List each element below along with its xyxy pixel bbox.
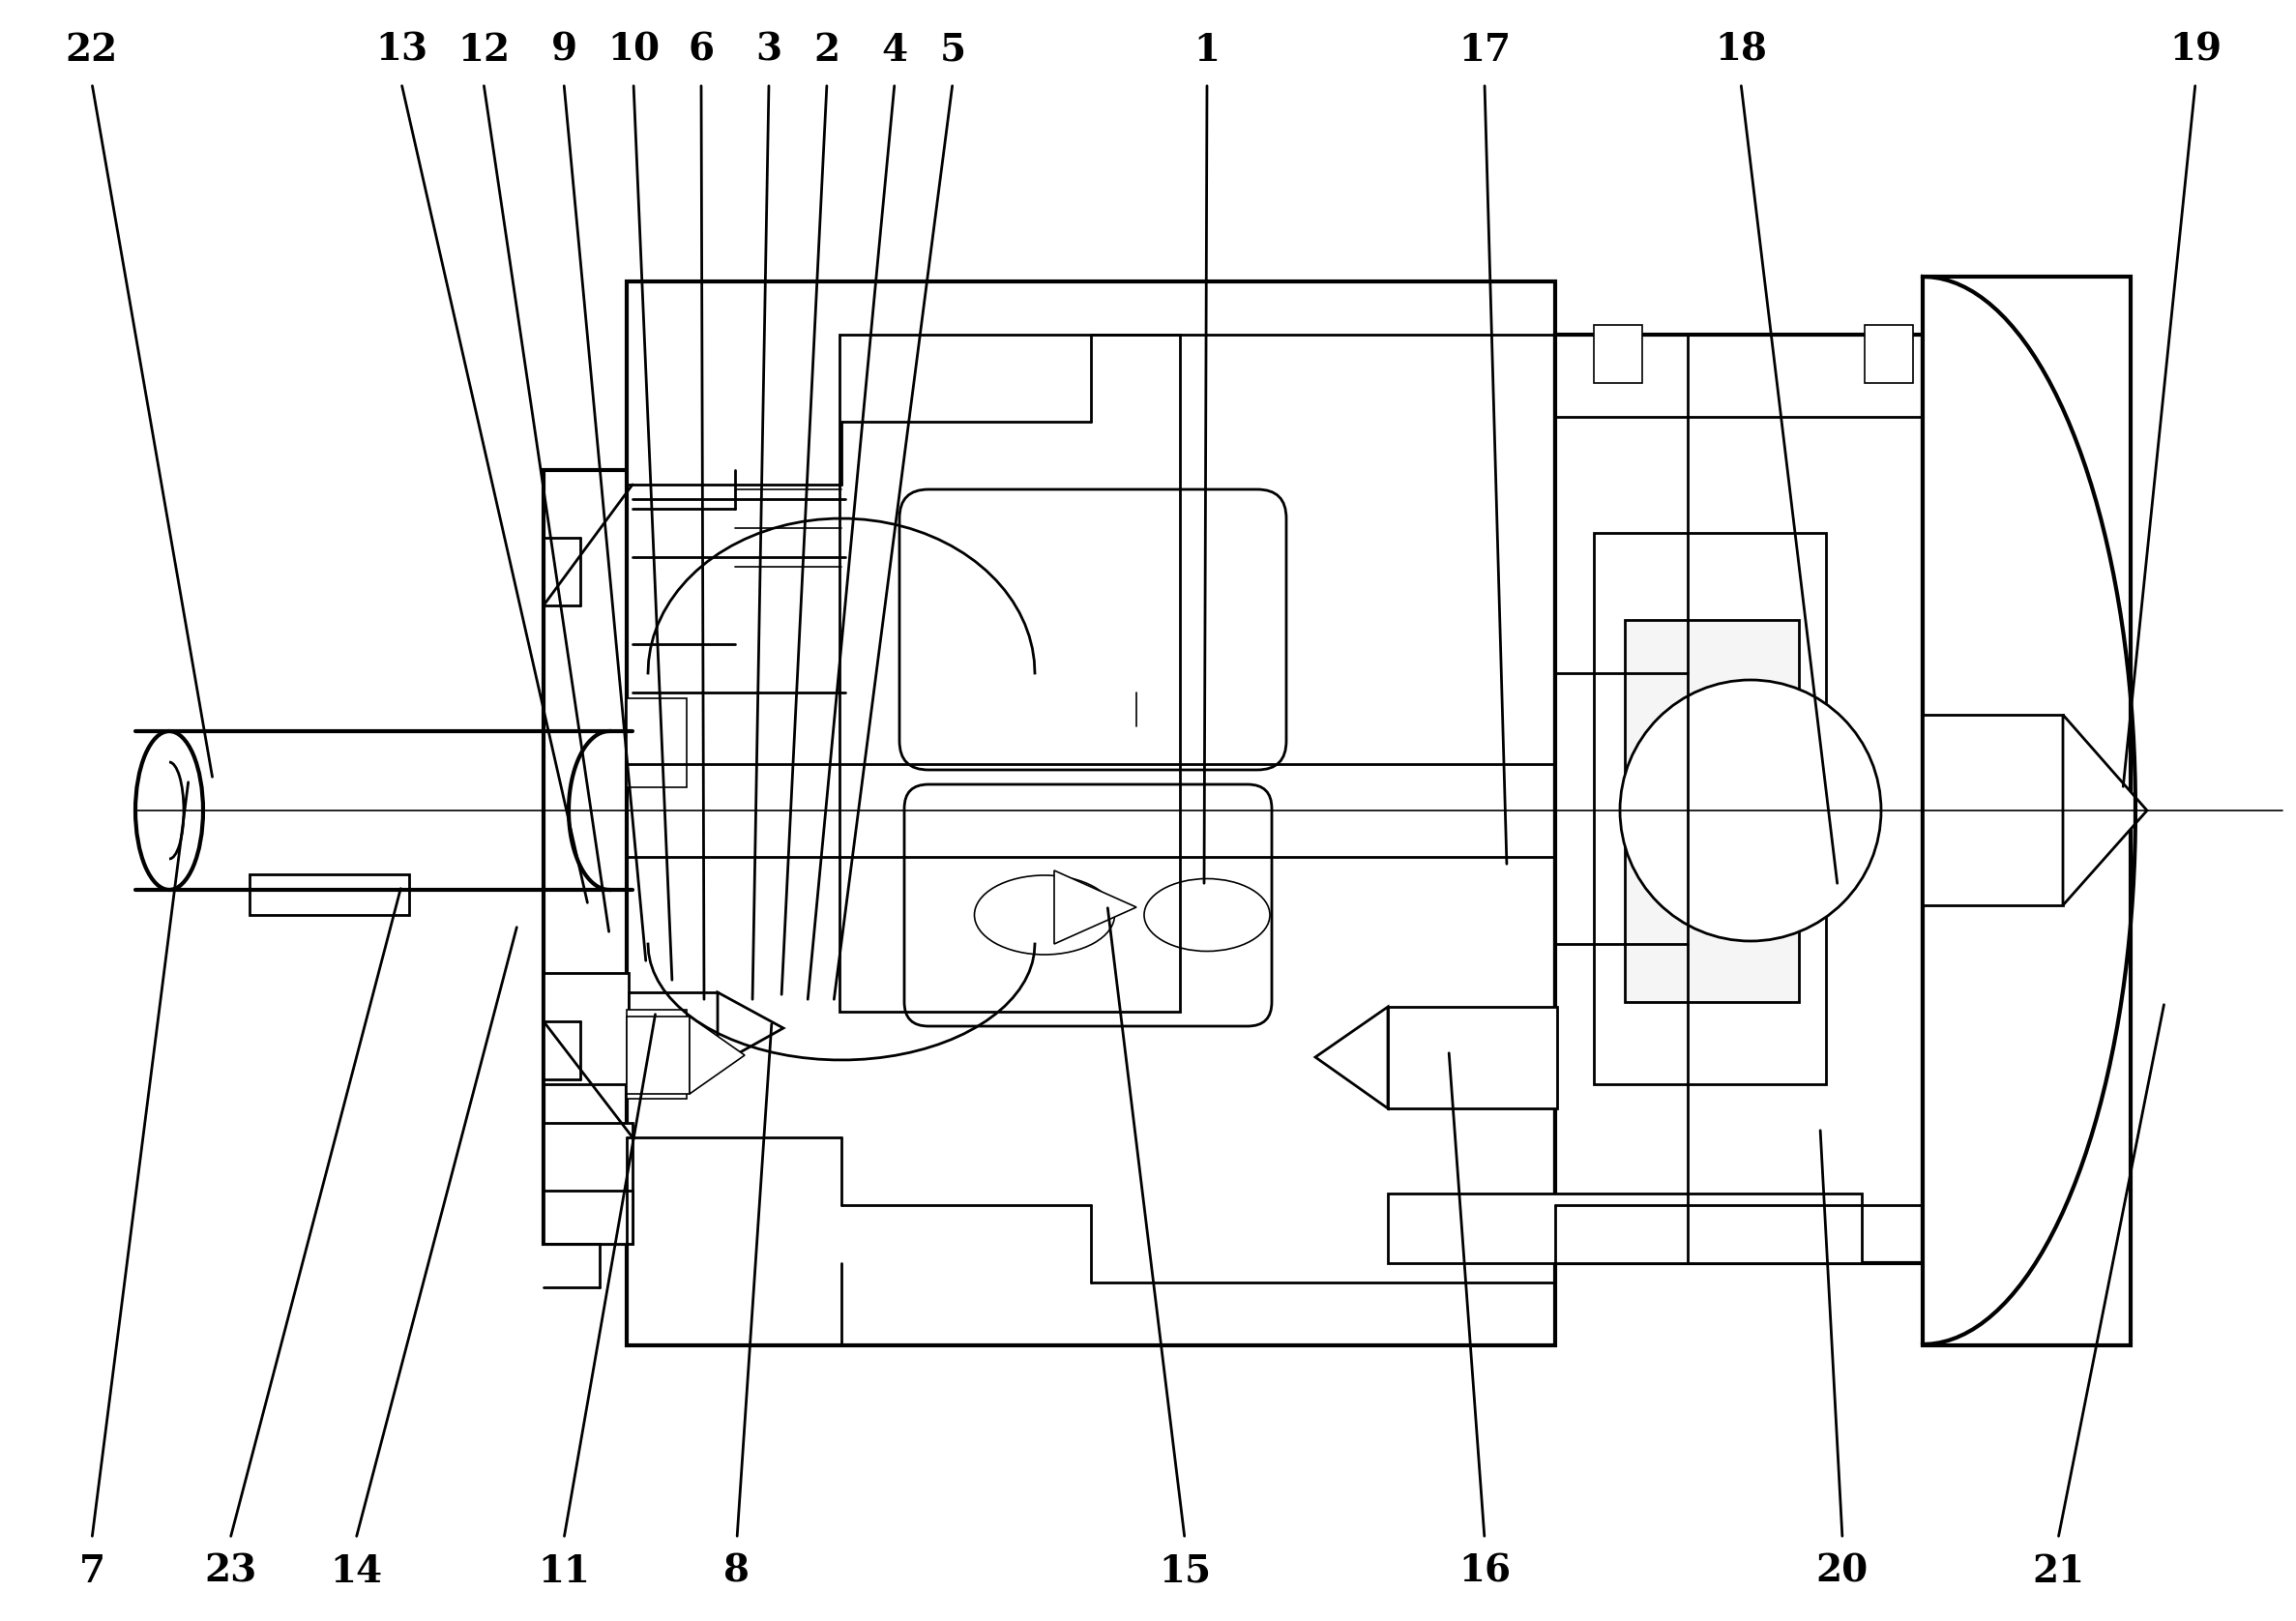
Bar: [1554, 334, 1922, 1263]
Text: 10: 10: [608, 32, 659, 68]
Bar: [627, 699, 687, 788]
Bar: [1922, 715, 2062, 905]
FancyBboxPatch shape: [900, 490, 1286, 770]
Circle shape: [716, 592, 758, 634]
Bar: [1387, 1193, 1862, 1263]
Text: 5: 5: [939, 32, 967, 68]
Bar: [714, 598, 751, 629]
Text: 12: 12: [457, 32, 510, 68]
Bar: [544, 470, 631, 1243]
Bar: [627, 282, 1554, 1345]
Polygon shape: [689, 1016, 744, 1094]
Text: 22: 22: [67, 32, 117, 68]
Text: 21: 21: [2032, 1553, 2085, 1590]
Ellipse shape: [135, 731, 202, 890]
Polygon shape: [2062, 715, 2147, 905]
Bar: [629, 992, 719, 1065]
Text: 13: 13: [374, 32, 427, 68]
Text: 17: 17: [1458, 32, 1511, 68]
Ellipse shape: [974, 875, 1114, 955]
Bar: [673, 598, 712, 629]
Text: 14: 14: [331, 1553, 381, 1590]
Bar: [705, 572, 730, 593]
Text: 20: 20: [1816, 1553, 1869, 1590]
FancyBboxPatch shape: [905, 785, 1272, 1026]
Text: 16: 16: [1458, 1553, 1511, 1590]
Text: 15: 15: [1159, 1553, 1210, 1590]
Bar: [631, 470, 845, 751]
Bar: [1593, 324, 1642, 383]
Text: 18: 18: [1715, 32, 1768, 68]
Text: 8: 8: [723, 1553, 751, 1590]
Text: 6: 6: [689, 32, 714, 68]
Bar: [1626, 619, 1798, 1002]
Polygon shape: [1316, 1007, 1387, 1109]
Text: 1: 1: [1194, 32, 1219, 68]
Text: 2: 2: [813, 32, 840, 68]
Bar: [250, 874, 409, 914]
Text: 3: 3: [755, 32, 783, 68]
Bar: [544, 1123, 631, 1243]
Text: 11: 11: [537, 1553, 590, 1590]
Bar: [1922, 277, 2131, 1345]
Bar: [1593, 533, 1825, 1084]
Polygon shape: [719, 992, 783, 1065]
Text: 9: 9: [551, 32, 576, 68]
Ellipse shape: [1143, 879, 1270, 952]
Bar: [1387, 1007, 1557, 1109]
Text: 19: 19: [2170, 32, 2223, 68]
Bar: [627, 1016, 689, 1094]
Text: 4: 4: [882, 32, 907, 68]
Bar: [544, 973, 629, 1084]
Text: 23: 23: [204, 1553, 257, 1590]
Bar: [1864, 324, 1913, 383]
Text: 7: 7: [78, 1553, 106, 1590]
Polygon shape: [1054, 870, 1137, 943]
Circle shape: [1621, 679, 1880, 942]
Bar: [544, 1190, 631, 1243]
Bar: [840, 334, 1180, 1012]
Bar: [627, 1010, 687, 1099]
Polygon shape: [631, 509, 735, 644]
Bar: [677, 572, 700, 593]
